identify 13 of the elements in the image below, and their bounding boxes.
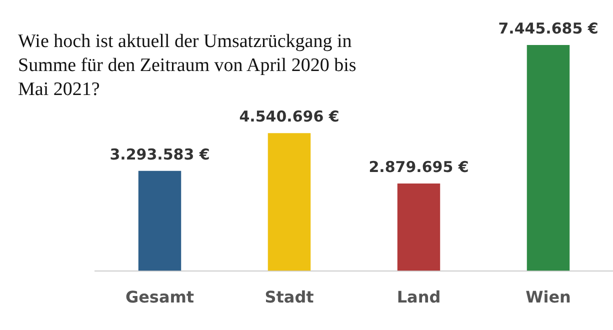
bar (268, 133, 311, 271)
x-tick-label: Gesamt (125, 288, 194, 307)
data-label: 2.879.695 € (368, 158, 469, 176)
bar (138, 170, 182, 271)
bar (397, 183, 440, 271)
bar (526, 45, 570, 271)
data-label: 3.293.583 € (110, 145, 210, 164)
x-tick-label: Stadt (264, 288, 314, 307)
x-tick-label: Land (396, 288, 441, 307)
data-label: 4.540.696 € (239, 107, 340, 126)
data-label: 7.445.685 € (498, 19, 598, 38)
x-tick-label: Wien (526, 288, 571, 307)
text: Wie hoch ist aktuell der Umsatzrückgang in Summe für den Zeitraum von April 2020 bis Mai 2021? (18, 30, 358, 102)
